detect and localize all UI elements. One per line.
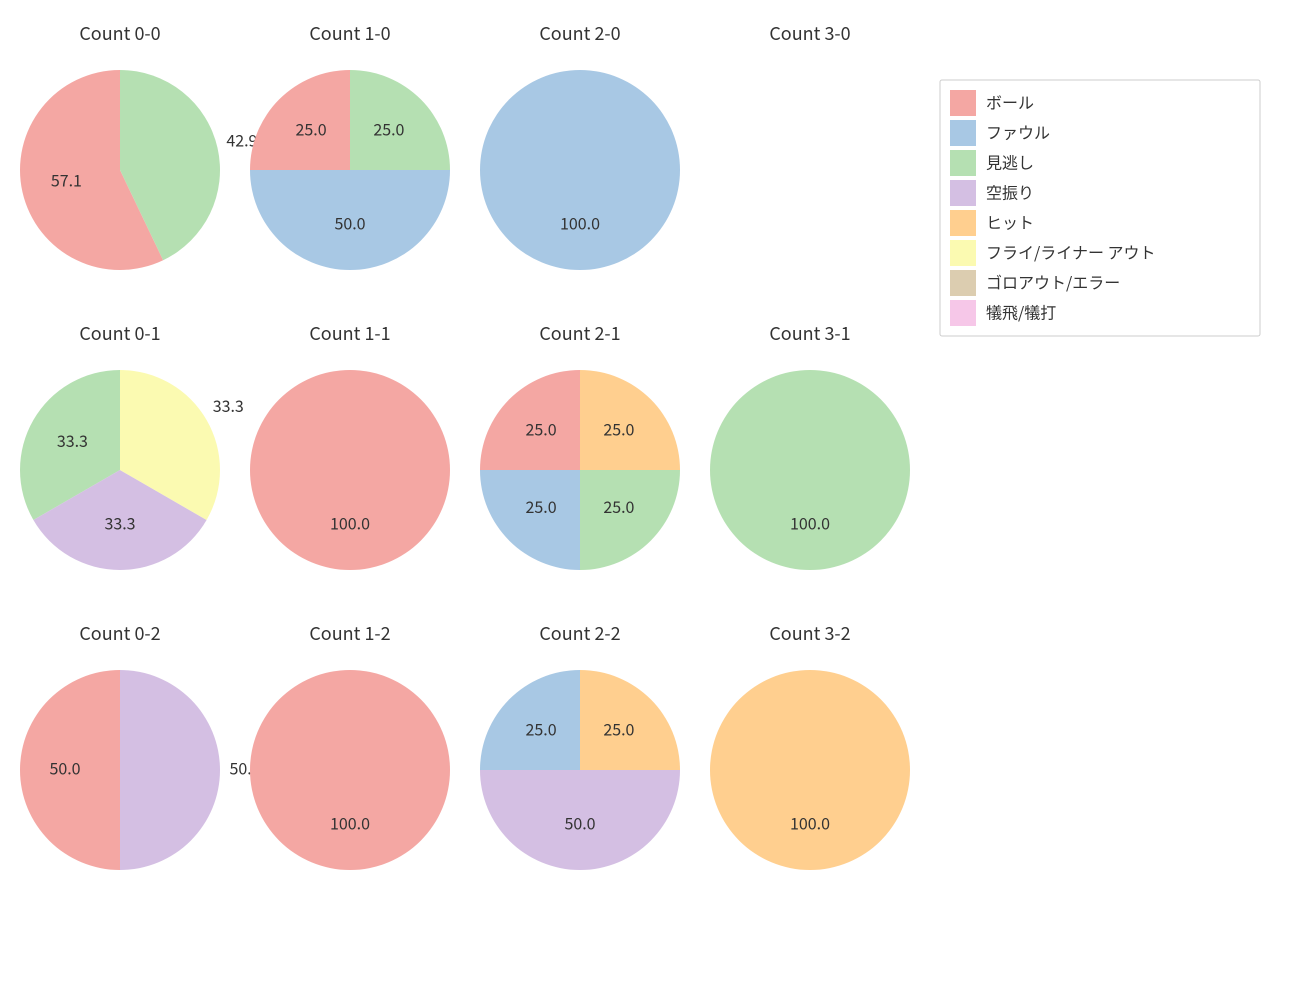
pie-title: Count 2-2 xyxy=(539,620,620,646)
legend-label: 空振り xyxy=(986,179,1034,203)
slice-label: 25.0 xyxy=(373,116,404,140)
slice-label: 33.3 xyxy=(213,393,244,417)
pie-count-2-1: Count 2-1 25.0 25.0 25.0 25.0 xyxy=(480,320,680,570)
slice-label: 100.0 xyxy=(330,510,370,534)
slice-label: 25.0 xyxy=(603,716,634,740)
pie-count-0-1: Count 0-1 33.3 33.3 33.3 xyxy=(20,320,244,570)
pie-title: Count 3-2 xyxy=(769,620,850,646)
legend-label: 犠飛/犠打 xyxy=(986,299,1056,323)
legend-swatch xyxy=(950,120,976,146)
pie-slice xyxy=(480,470,580,570)
pie-slice xyxy=(710,370,910,570)
pie-count-3-2: Count 3-2 100.0 xyxy=(710,620,910,870)
pie-slice xyxy=(480,70,680,270)
pie-count-0-0: Count 0-057.142.9 xyxy=(20,20,258,270)
pie-count-3-0: Count 3-0 xyxy=(769,20,850,46)
legend-label: ボール xyxy=(986,89,1034,113)
pie-title: Count 3-1 xyxy=(769,320,850,346)
pie-title: Count 2-1 xyxy=(539,320,620,346)
pie-count-2-0: Count 2-0 100.0 xyxy=(480,20,680,270)
slice-label: 100.0 xyxy=(790,810,830,834)
slice-label: 100.0 xyxy=(790,510,830,534)
pie-count-1-1: Count 1-1 100.0 xyxy=(250,320,450,570)
legend-label: フライ/ライナー アウト xyxy=(986,239,1156,263)
pie-title: Count 3-0 xyxy=(769,20,850,46)
pie-title: Count 0-0 xyxy=(79,20,160,46)
pie-slice xyxy=(710,670,910,870)
pie-count-3-1: Count 3-1 100.0 xyxy=(710,320,910,570)
legend-label: 見逃し xyxy=(986,149,1034,173)
pie-slice xyxy=(120,670,220,870)
chart-grid: Count 0-057.142.9Count 1-025.050.025.0Co… xyxy=(0,0,1300,1000)
pie-slice xyxy=(250,370,450,570)
pie-grid-svg: Count 0-057.142.9Count 1-025.050.025.0Co… xyxy=(0,0,1300,1000)
slice-label: 25.0 xyxy=(526,716,557,740)
slice-label: 25.0 xyxy=(526,494,557,518)
pie-count-1-2: Count 1-2 100.0 xyxy=(250,620,450,870)
slice-label: 100.0 xyxy=(560,210,600,234)
slice-label: 100.0 xyxy=(330,810,370,834)
legend-swatch xyxy=(950,240,976,266)
pie-title: Count 2-0 xyxy=(539,20,620,46)
pie-count-2-2: Count 2-2 25.0 50.0 25.0 xyxy=(480,620,680,870)
legend-swatch xyxy=(950,180,976,206)
pie-title: Count 1-0 xyxy=(309,20,390,46)
legend-label: ヒット xyxy=(986,209,1034,233)
slice-label: 50.0 xyxy=(564,810,595,834)
slice-label: 25.0 xyxy=(526,416,557,440)
slice-label: 50.0 xyxy=(334,210,365,234)
legend-swatch xyxy=(950,270,976,296)
legend: ボールファウル見逃し空振りヒットフライ/ライナー アウトゴロアウト/エラー犠飛/… xyxy=(940,80,1260,336)
pie-title: Count 1-2 xyxy=(309,620,390,646)
pie-title: Count 1-1 xyxy=(309,320,390,346)
legend-swatch xyxy=(950,150,976,176)
slice-label: 25.0 xyxy=(296,116,327,140)
pie-slice xyxy=(580,470,680,570)
legend-swatch xyxy=(950,300,976,326)
pie-count-1-0: Count 1-0 25.0 50.0 25.0 xyxy=(250,20,450,270)
legend-swatch xyxy=(950,90,976,116)
pie-title: Count 0-2 xyxy=(79,620,160,646)
pie-title: Count 0-1 xyxy=(79,320,160,346)
slice-label: 25.0 xyxy=(603,416,634,440)
slice-label: 33.3 xyxy=(104,510,135,534)
slice-label: 57.1 xyxy=(51,168,82,192)
slice-label: 25.0 xyxy=(603,494,634,518)
legend-label: ゴロアウト/エラー xyxy=(986,269,1120,293)
legend-label: ファウル xyxy=(986,119,1050,143)
slice-label: 33.3 xyxy=(57,428,88,452)
pie-slice xyxy=(250,670,450,870)
slice-label: 50.0 xyxy=(49,755,80,779)
pie-count-0-2: Count 0-250.050.0 xyxy=(20,620,261,870)
legend-swatch xyxy=(950,210,976,236)
